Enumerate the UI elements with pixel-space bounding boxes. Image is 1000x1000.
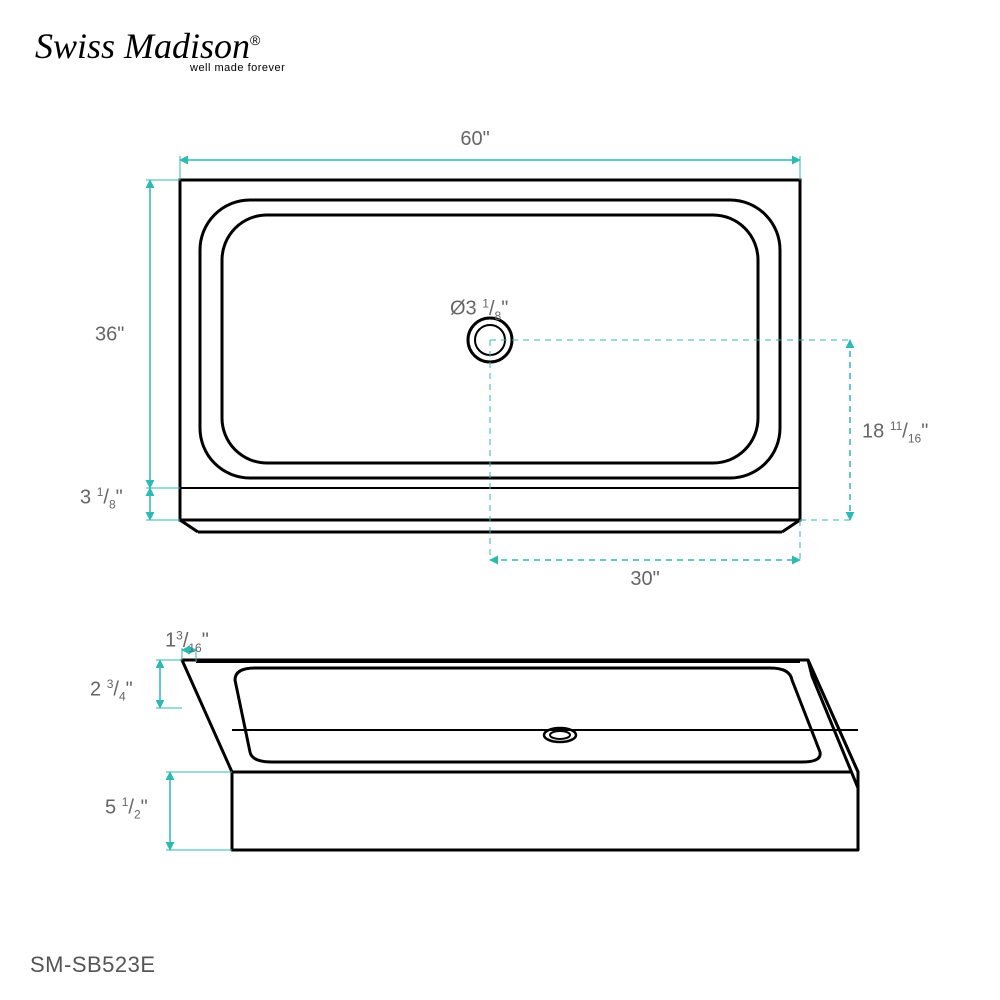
dim-base-height: 5 1/2": [105, 795, 148, 822]
dim-height-left: 36": [95, 324, 124, 347]
dim-width-top: 60": [460, 128, 489, 151]
dim-drain-offset-x: 30": [630, 568, 659, 591]
dim-rim-height: 2 3/4": [90, 677, 133, 704]
dim-drain-offset-y: 18 11/16": [862, 419, 928, 446]
dim-lip-width: 13/16": [165, 628, 209, 655]
dim-lip-left: 3 1/8": [80, 485, 123, 512]
dim-drain-dia: Ø3 1/8": [450, 296, 508, 323]
technical-drawing: [0, 0, 1000, 1000]
